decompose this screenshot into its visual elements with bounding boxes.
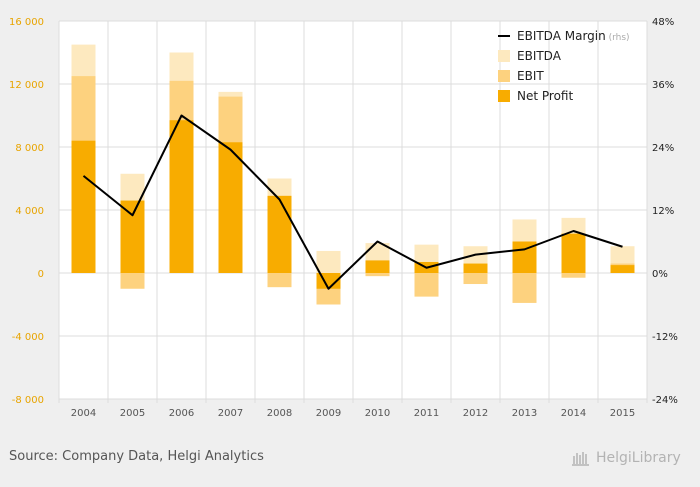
logo-text: HelgiLibrary <box>596 450 681 466</box>
bar-net-profit <box>610 265 635 273</box>
legend-swatch <box>498 50 510 62</box>
bar-ebit <box>512 273 537 303</box>
x-tick-label: 2008 <box>267 408 292 419</box>
bar-net-profit <box>71 140 96 273</box>
bar-ebit <box>365 273 390 277</box>
y-left-tick-label: 0 <box>38 269 44 280</box>
legend-label: EBITDA Margin (rhs) <box>517 29 630 43</box>
y-right-tick-label: 0% <box>652 269 668 280</box>
bar-ebit <box>561 273 586 278</box>
bar-net-profit <box>169 120 194 273</box>
x-tick-label: 2010 <box>365 408 390 419</box>
legend-swatch <box>498 70 510 82</box>
y-left-tick-label: 8 000 <box>15 143 44 154</box>
bar-net-profit <box>365 260 390 273</box>
legend-rhs-note: (rhs) <box>606 33 630 43</box>
legend-label: EBIT <box>517 69 544 83</box>
library-logo-icon <box>572 452 589 466</box>
x-tick-label: 2013 <box>512 408 537 419</box>
y-right-tick-label: -12% <box>652 332 678 343</box>
x-tick-label: 2011 <box>414 408 439 419</box>
legend-label: Net Profit <box>517 89 573 103</box>
y-left-tick-label: -4 000 <box>12 332 44 343</box>
bar-net-profit <box>561 233 586 273</box>
y-left-tick-label: 4 000 <box>15 206 44 217</box>
y-left-tick-label: 16 000 <box>9 17 44 28</box>
x-tick-label: 2009 <box>316 408 341 419</box>
x-tick-label: 2005 <box>120 408 145 419</box>
bar-net-profit <box>120 200 145 273</box>
x-tick-label: 2014 <box>561 408 586 419</box>
y-left-tick-label: -8 000 <box>12 395 44 406</box>
bar-ebit <box>414 273 439 297</box>
bar-net-profit <box>267 195 292 273</box>
y-right-tick-label: 24% <box>652 143 674 154</box>
source-note: Source: Company Data, Helgi Analytics <box>9 449 264 464</box>
bar-ebit <box>463 273 488 285</box>
line-ebitda-margin <box>82 114 623 290</box>
helgi-library-logo: HelgiLibrary <box>572 450 681 466</box>
y-right-tick-label: 36% <box>652 80 674 91</box>
x-tick-label: 2006 <box>169 408 194 419</box>
bar-net-profit <box>218 142 243 273</box>
bar-net-profit <box>463 263 488 273</box>
x-tick-label: 2004 <box>71 408 96 419</box>
bar-ebit <box>267 273 292 288</box>
x-tick-label: 2012 <box>463 408 488 419</box>
y-right-tick-label: 48% <box>652 17 674 28</box>
legend-swatch <box>498 90 510 102</box>
x-tick-label: 2007 <box>218 408 243 419</box>
y-right-tick-label: -24% <box>652 395 678 406</box>
legend-label: EBITDA <box>517 49 562 63</box>
y-right-tick-label: 12% <box>652 206 674 217</box>
x-tick-label: 2015 <box>610 408 635 419</box>
bar-ebitda <box>316 250 341 273</box>
y-left-tick-label: 12 000 <box>9 80 44 91</box>
bar-ebit <box>120 273 145 289</box>
